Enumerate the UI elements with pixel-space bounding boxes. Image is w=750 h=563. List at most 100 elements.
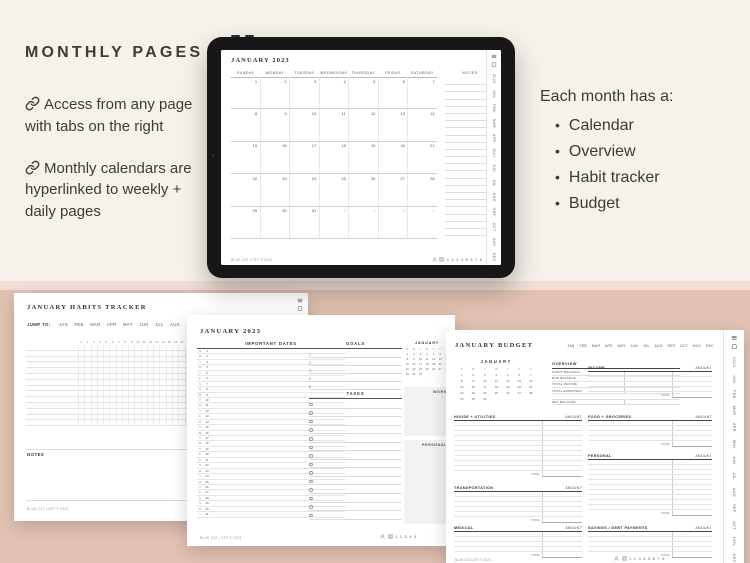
habit-cell[interactable]: [167, 356, 173, 362]
entry-amount-cell[interactable]: [672, 480, 712, 484]
habit-cell[interactable]: [104, 420, 111, 426]
habit-cell[interactable]: [135, 385, 142, 391]
calendar-day-cell[interactable]: 31: [290, 206, 320, 238]
checkbox-circle[interactable]: [309, 513, 313, 518]
jump-month-link[interactable]: APR: [107, 322, 117, 327]
side-tab[interactable]: FEB: [732, 390, 736, 399]
calendar-day-cell[interactable]: 19: [349, 141, 379, 174]
habit-cell[interactable]: [154, 408, 161, 414]
page-number-link[interactable]: 5: [648, 556, 651, 561]
entry-amount-cell[interactable]: [542, 466, 582, 470]
habit-cell[interactable]: [129, 345, 136, 350]
side-tab[interactable]: 2023: [732, 357, 736, 367]
habit-cell[interactable]: [142, 420, 148, 426]
entry-description-cell[interactable]: [588, 500, 672, 504]
habit-cell[interactable]: [142, 368, 148, 373]
habit-cell[interactable]: [148, 350, 155, 356]
habit-cell[interactable]: [173, 373, 180, 379]
overview-row-value[interactable]: [624, 381, 680, 388]
entry-amount-cell[interactable]: [542, 431, 582, 435]
side-tab[interactable]: APR: [732, 423, 736, 433]
habit-cell[interactable]: [117, 356, 123, 362]
entry-amount-cell[interactable]: [672, 542, 712, 546]
habit-cell[interactable]: [179, 350, 186, 356]
habit-cell[interactable]: [160, 350, 167, 356]
habit-cell[interactable]: [179, 397, 186, 402]
month-link[interactable]: OCT: [680, 344, 689, 348]
total-amount-cell[interactable]: [542, 471, 582, 477]
calendar-day-cell[interactable]: 17: [290, 141, 320, 174]
habit-cell[interactable]: [110, 385, 117, 391]
entry-amount-cell[interactable]: [542, 426, 582, 430]
habit-cell[interactable]: [142, 414, 148, 420]
side-tab[interactable]: 2023: [492, 74, 496, 84]
bookmark-icon[interactable]: [491, 62, 497, 67]
habit-cell[interactable]: [129, 391, 136, 397]
habit-cell[interactable]: [85, 385, 92, 391]
side-tab[interactable]: SEP: [732, 504, 736, 514]
entry-amount-cell[interactable]: [542, 547, 582, 551]
entry-description-cell[interactable]: [454, 532, 542, 536]
habit-cell[interactable]: [129, 373, 136, 379]
habit-cell[interactable]: [123, 402, 130, 408]
habit-cell[interactable]: [79, 391, 86, 397]
side-tab[interactable]: JUN: [732, 456, 736, 465]
month-link[interactable]: JAN: [567, 344, 575, 348]
checkbox-circle[interactable]: [309, 419, 313, 424]
entry-amount-cell[interactable]: [672, 495, 712, 499]
habit-cell[interactable]: [173, 420, 180, 426]
habit-cell[interactable]: [104, 362, 111, 368]
calendar-day-cell[interactable]: 18: [320, 141, 350, 174]
side-tab[interactable]: MAR: [492, 118, 496, 128]
entry-description-cell[interactable]: [454, 507, 542, 511]
habit-cell[interactable]: [92, 397, 98, 402]
calendar-day-cell[interactable]: 13: [379, 109, 409, 141]
entry-description-cell[interactable]: [454, 466, 542, 470]
bookmark-icon[interactable]: [297, 306, 303, 311]
calendar-day-cell[interactable]: 26: [349, 174, 379, 206]
habit-cell[interactable]: [154, 397, 161, 402]
habit-cell[interactable]: [117, 350, 123, 356]
habit-cell[interactable]: [179, 385, 186, 391]
calendar-day-cell[interactable]: 9: [261, 109, 291, 141]
side-tab[interactable]: JUL: [492, 178, 496, 187]
habit-cell[interactable]: [110, 414, 117, 420]
entry-amount-cell[interactable]: [672, 485, 712, 489]
habit-cell[interactable]: [154, 345, 161, 350]
user-icon[interactable]: [614, 556, 619, 561]
user-icon[interactable]: [432, 257, 437, 262]
habit-cell[interactable]: [110, 408, 117, 414]
calendar-day-cell[interactable]: 2: [349, 206, 379, 238]
habit-cell[interactable]: [167, 391, 173, 397]
entry-description-cell[interactable]: [454, 461, 542, 465]
calendar-day-cell[interactable]: 10: [290, 109, 320, 141]
calendar-day-cell[interactable]: 1: [231, 77, 261, 109]
habit-cell[interactable]: [79, 373, 86, 379]
habit-cell[interactable]: [154, 373, 161, 379]
habit-cell[interactable]: [154, 385, 161, 391]
calendar-day-cell[interactable]: 3: [290, 77, 320, 109]
page-number-link[interactable]: 2: [633, 556, 637, 561]
habit-cell[interactable]: [160, 397, 167, 402]
habit-cell[interactable]: [167, 397, 173, 402]
habit-cell[interactable]: [179, 420, 186, 426]
habit-cell[interactable]: [98, 373, 105, 379]
habit-cell[interactable]: [79, 356, 86, 362]
habit-cell[interactable]: [79, 379, 86, 385]
entry-description-cell[interactable]: [454, 537, 542, 541]
habit-cell[interactable]: [79, 408, 86, 414]
habit-cell[interactable]: [85, 356, 92, 362]
habit-cell[interactable]: [129, 408, 136, 414]
habit-cell[interactable]: [92, 368, 98, 373]
habit-cell[interactable]: [179, 356, 186, 362]
habit-cell[interactable]: [173, 356, 180, 362]
habit-cell[interactable]: [110, 420, 117, 426]
habit-cell[interactable]: [167, 414, 173, 420]
habit-cell[interactable]: [154, 414, 161, 420]
entry-description-cell[interactable]: [588, 490, 672, 494]
calendar-day-cell[interactable]: 24: [290, 174, 320, 206]
habit-cell[interactable]: [104, 385, 111, 391]
calendar-day-cell[interactable]: 16: [261, 141, 291, 174]
page-number-link[interactable]: 2: [399, 534, 403, 539]
entry-amount-cell[interactable]: [672, 465, 712, 469]
